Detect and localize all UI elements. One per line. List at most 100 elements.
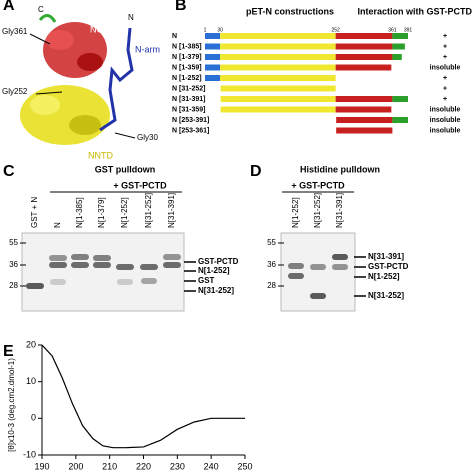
- y-tick-label: 20: [26, 339, 36, 349]
- construct-segment: [335, 33, 393, 39]
- gel-band: [332, 254, 348, 260]
- panel-title: pET-N constructions: [246, 6, 334, 16]
- interaction-label: +: [443, 43, 447, 50]
- construct-segment: [335, 106, 392, 113]
- gel-band: [93, 262, 111, 268]
- gel-band: [163, 262, 181, 268]
- panel-title: Interaction with GST-PCTD: [357, 6, 472, 16]
- gel-band: [310, 293, 326, 299]
- interaction-label: +: [443, 54, 447, 61]
- gel-band: [49, 262, 67, 268]
- construct-segment: [392, 54, 402, 60]
- band-label: GST-PCTD: [368, 262, 409, 271]
- panel-letter: B: [175, 0, 187, 14]
- position-label: 361: [388, 27, 397, 33]
- struct-label: NNTD: [88, 150, 113, 160]
- group-label: + GST-PCTD: [291, 180, 345, 190]
- panel-title: Histidine pulldown: [300, 164, 380, 174]
- construct-label: N: [172, 33, 177, 40]
- construct-label: N [1-385]: [172, 43, 202, 50]
- marker-label: 55: [267, 238, 276, 247]
- x-tick-label: 220: [136, 461, 151, 471]
- gel-band: [141, 278, 157, 284]
- construct-segment: [392, 33, 408, 39]
- construct-segment: [392, 96, 408, 102]
- gel-band: [163, 254, 181, 260]
- arrow: [29, 33, 51, 45]
- x-tick-label: 190: [34, 461, 49, 471]
- gel-band: [140, 264, 158, 270]
- construct-segment: [335, 54, 393, 60]
- gel-band: [288, 273, 304, 279]
- gel-band: [310, 264, 326, 270]
- interaction-label: +: [443, 96, 447, 103]
- construct-segment: [336, 117, 393, 123]
- construct-segment: [220, 106, 336, 113]
- struct-label: C: [38, 5, 44, 14]
- band-label: N[31-391]: [368, 252, 404, 261]
- struct-label: N: [128, 13, 134, 22]
- interaction-label: insoluble: [430, 117, 461, 124]
- x-tick-label: 250: [237, 461, 252, 471]
- panel-title: GST pulldown: [95, 164, 156, 174]
- gel-band: [49, 255, 67, 261]
- construct-label: N [31-391]: [172, 96, 205, 103]
- marker-label: 28: [267, 281, 276, 290]
- gel-band: [288, 263, 304, 269]
- construct-segment: [205, 64, 221, 71]
- gel: [21, 232, 185, 312]
- gel-band: [50, 279, 66, 285]
- gel-band: [332, 264, 348, 270]
- gel-band: [116, 264, 134, 270]
- gel-band: [93, 255, 111, 261]
- construct-segment: [335, 96, 393, 102]
- position-label: 391: [404, 27, 413, 33]
- construct-segment: [220, 96, 336, 102]
- construct-label: N [253-361]: [172, 127, 209, 134]
- panel-letter: C: [3, 163, 15, 180]
- construct-label: N [1-379]: [172, 54, 202, 61]
- construct-segment: [205, 43, 221, 50]
- band-label: GST: [198, 276, 215, 285]
- construct-segment: [220, 75, 336, 81]
- cd-curve: [41, 344, 245, 449]
- band-label: N[31-252]: [368, 291, 404, 300]
- x-tick-label: 230: [170, 461, 185, 471]
- marker-label: 55: [9, 238, 18, 247]
- construct-segment: [335, 64, 392, 71]
- arrow: [35, 91, 63, 95]
- gel-band: [71, 254, 89, 260]
- x-tick-label: 210: [102, 461, 117, 471]
- group-label: + GST-PCTD: [113, 180, 167, 190]
- band-label: N[1-252]: [198, 266, 230, 275]
- position-label: 30: [217, 27, 223, 33]
- interaction-label: insoluble: [430, 127, 461, 134]
- construct-segment: [205, 54, 221, 60]
- interaction-label: +: [443, 85, 447, 92]
- construct-segment: [220, 33, 336, 39]
- construct-label: N [31-359]: [172, 106, 205, 113]
- gel-band: [71, 262, 89, 268]
- struct-label: NCTD: [90, 24, 115, 34]
- construct-segment: [336, 127, 393, 134]
- band-label: GST-PCTD: [198, 257, 239, 266]
- construct-segment: [392, 117, 408, 123]
- panel-letter: A: [3, 0, 15, 14]
- gel: [280, 232, 356, 312]
- panel-letter: E: [3, 343, 14, 360]
- gel-band: [117, 279, 133, 285]
- marker-label: 36: [9, 260, 18, 269]
- construct-label: N [1-359]: [172, 64, 202, 71]
- struct-label: Gly361: [2, 27, 28, 36]
- lane-label: N[31-252]: [144, 193, 153, 228]
- lane-label: N: [53, 222, 62, 228]
- construct-segment: [220, 43, 336, 50]
- struct-label: Gly30: [137, 133, 158, 142]
- lane-label: N[31-391]: [335, 193, 344, 228]
- lane-label: N[31-391]: [167, 193, 176, 228]
- lane-label: GST + N: [30, 197, 39, 228]
- construct-label: N [1-252]: [172, 75, 202, 82]
- interaction-label: +: [443, 75, 447, 82]
- x-tick-label: 200: [68, 461, 83, 471]
